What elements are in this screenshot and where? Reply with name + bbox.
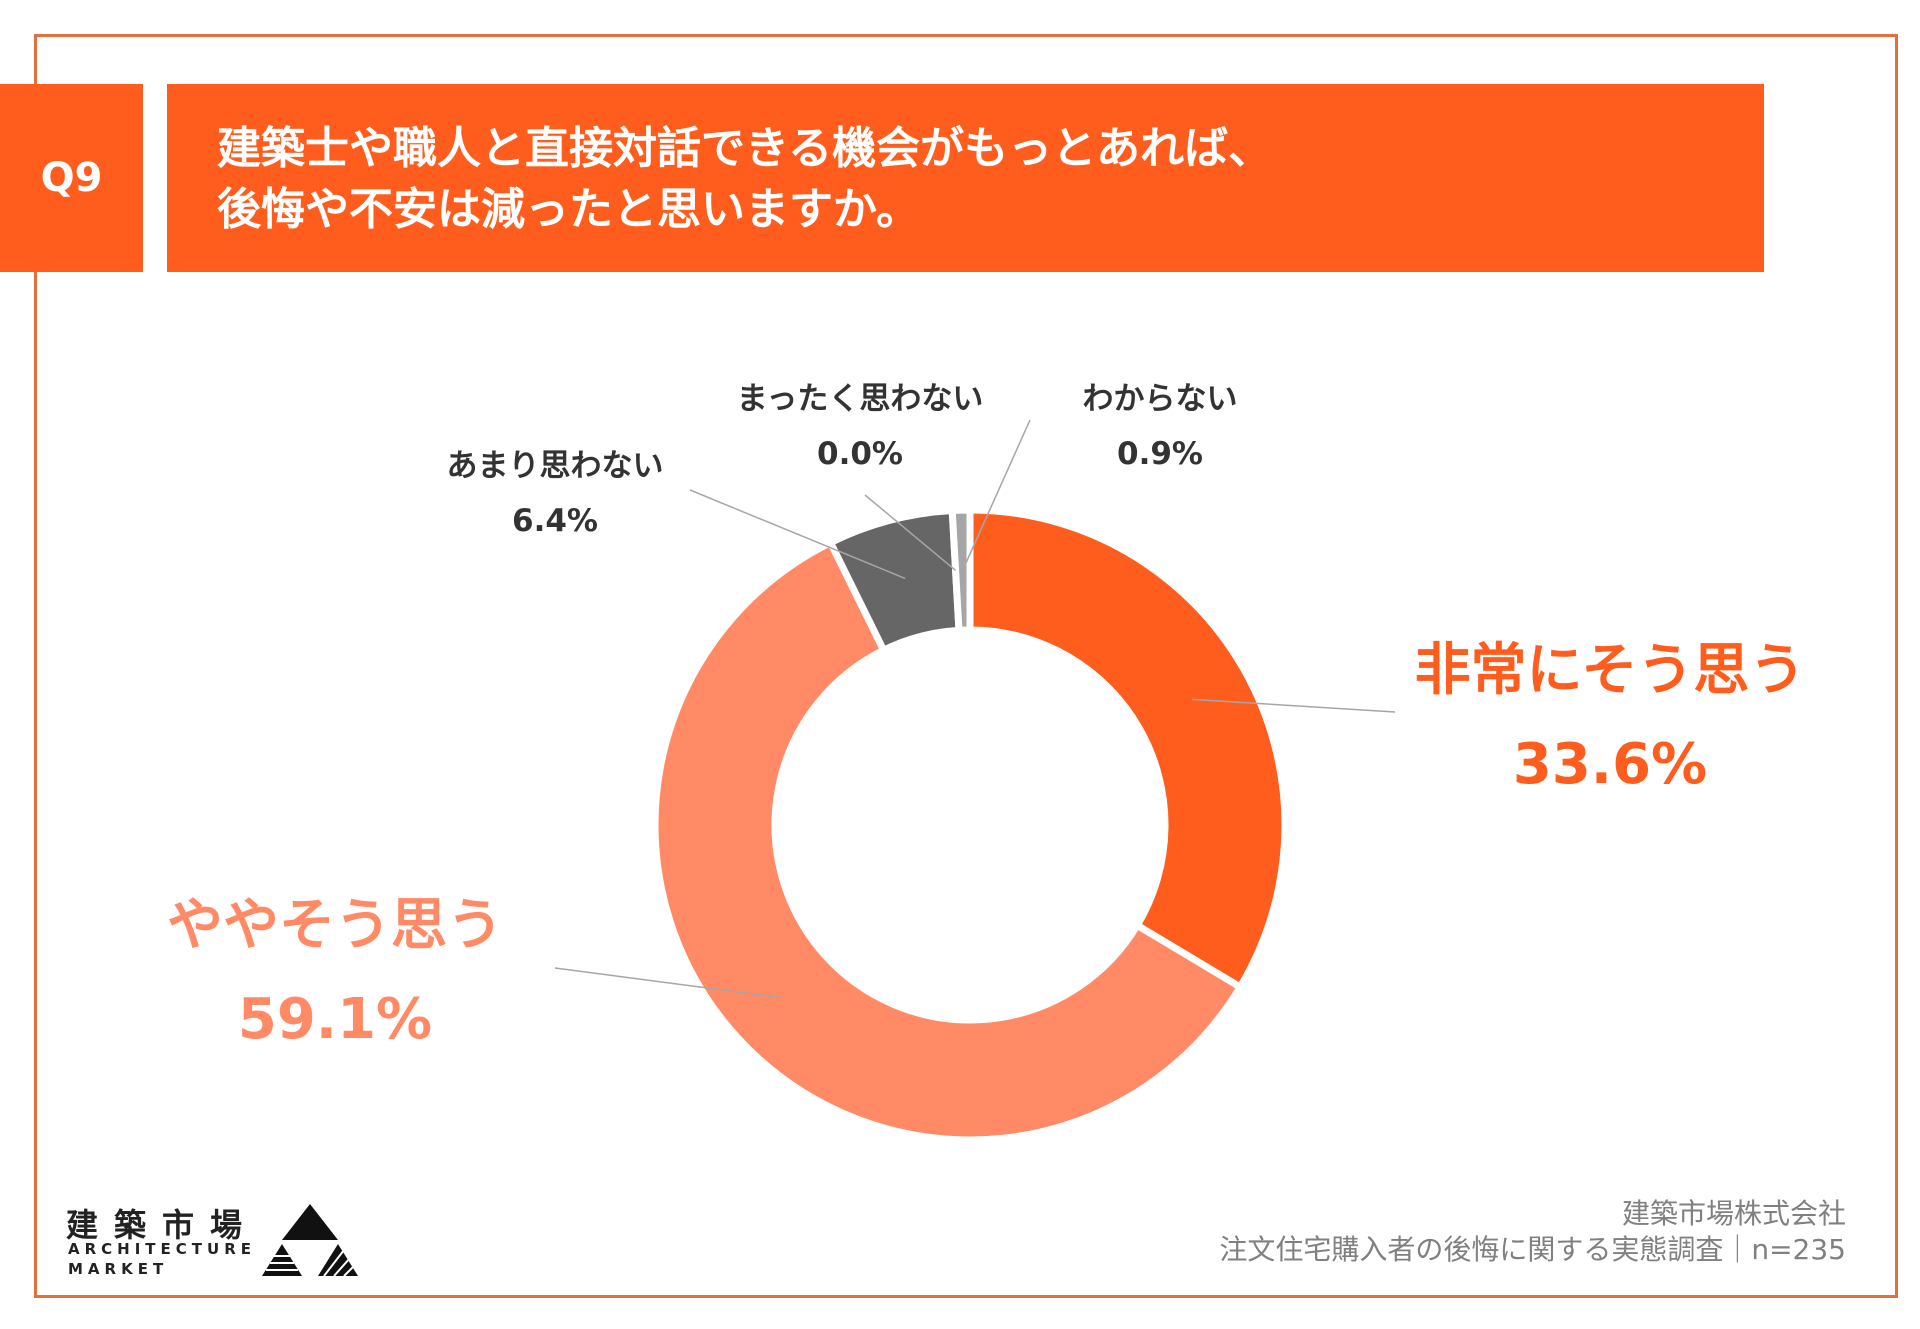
slice-label-strongly-agree: 非常にそう思う 33.6% <box>1400 625 1820 797</box>
leader-line-somewhat-disagree <box>689 489 906 580</box>
slice-percent-somewhat-agree: 59.1% <box>237 987 433 1052</box>
donut-slice-dont-know <box>948 506 974 634</box>
source-company: 建築市場株式会社 <box>1621 1197 1846 1230</box>
mountain-logo-icon <box>262 1204 358 1277</box>
question-banner: 建築士や職人と直接対話できる機会がもっとあれば、 後悔や不安は減ったと思いますか… <box>167 84 1764 272</box>
donut-slice-somewhat-agree <box>651 539 1244 1144</box>
slice-label-somewhat-agree: ややそう思う 59.1% <box>130 880 540 1052</box>
source-note: 建築市場株式会社 注文住宅購入者の後悔に関する実態調査｜n=235 <box>1219 1196 1846 1268</box>
slice-name-strongly-agree: 非常にそう思う <box>1414 638 1806 703</box>
donut-slices <box>651 506 1289 1144</box>
leader-line-somewhat-agree <box>554 967 783 999</box>
question-badge: Q9 <box>0 84 143 272</box>
slide-frame <box>34 34 1898 1298</box>
donut-slice-strongly-agree <box>966 506 1289 991</box>
slice-name-somewhat-agree: ややそう思う <box>167 893 503 958</box>
logo-english-line2: MARKET <box>68 1260 169 1278</box>
slice-name-dont-know: わからない <box>1082 381 1238 417</box>
slice-percent-strongly-agree: 33.6% <box>1512 732 1708 797</box>
leader-lines <box>554 419 1396 999</box>
question-text-line2: 後悔や不安は減ったと思いますか。 <box>217 184 921 235</box>
slice-name-strongly-disagree: まったく思わない <box>736 381 984 417</box>
slice-label-strongly-disagree: まったく思わない 0.0% <box>700 373 1020 472</box>
slice-label-dont-know: わからない 0.9% <box>1040 373 1280 472</box>
slice-label-somewhat-disagree: あまり思わない 6.4% <box>400 440 710 539</box>
slice-percent-somewhat-disagree: 6.4% <box>512 503 598 539</box>
slice-percent-dont-know: 0.9% <box>1117 436 1203 472</box>
leader-line-strongly-agree <box>1191 698 1396 713</box>
leader-line-dont-know <box>962 419 1031 571</box>
company-logo: 建築市場 ARCHITECTURE MARKET <box>66 1200 376 1280</box>
logo-kanji-text: 建築市場 <box>66 1206 259 1244</box>
logo-english-line1: ARCHITECTURE <box>68 1240 256 1258</box>
slice-percent-strongly-disagree: 0.0% <box>817 436 903 472</box>
leader-line-strongly-disagree <box>864 494 957 571</box>
source-survey: 注文住宅購入者の後悔に関する実態調査｜n=235 <box>1219 1233 1846 1266</box>
slice-name-somewhat-disagree: あまり思わない <box>446 448 664 484</box>
question-text-line1: 建築士や職人と直接対話できる機会がもっとあれば、 <box>217 123 1273 174</box>
